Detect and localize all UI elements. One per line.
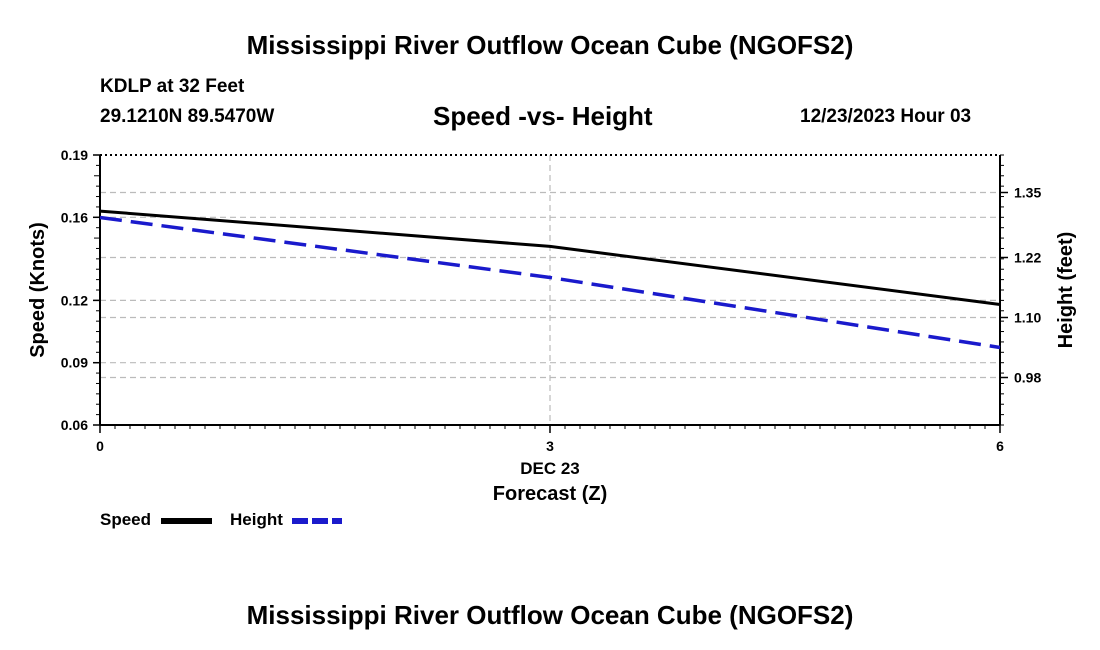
series-line-height (99, 215, 1001, 350)
right-tick-label: 1.35 (1014, 185, 1041, 201)
station-coordinates: 29.1210N 89.5470W (100, 106, 275, 127)
x-axis-label: Forecast (Z) (493, 483, 607, 505)
left-tick-label: 0.19 (61, 147, 88, 163)
right-tick-label: 1.10 (1014, 310, 1041, 326)
forecast-datetime: 12/23/2023 Hour 03 (800, 106, 972, 127)
right-tick-label: 0.98 (1014, 370, 1041, 386)
legend-height-label: Height (230, 510, 283, 529)
left-axis-label: Speed (Knots) (27, 222, 49, 358)
chart-subtitle: Speed -vs- Height (433, 101, 653, 131)
footer-title: Mississippi River Outflow Ocean Cube (NG… (246, 600, 854, 630)
series-line-speed (99, 209, 1001, 306)
x-tick-label: 0 (96, 438, 104, 454)
x-date-label: DEC 23 (520, 459, 580, 478)
right-tick-label: 1.22 (1014, 250, 1041, 266)
left-tick-label: 0.06 (61, 417, 88, 433)
station-label: KDLP at 32 Feet (100, 76, 245, 97)
x-tick-label: 3 (546, 438, 554, 454)
legend-speed-label: Speed (100, 510, 152, 529)
right-axis-label: Height (feet) (1055, 232, 1077, 349)
left-tick-label: 0.16 (61, 209, 88, 225)
main-title: Mississippi River Outflow Ocean Cube (NG… (246, 30, 854, 60)
x-tick-label: 6 (996, 438, 1004, 454)
left-tick-label: 0.12 (61, 292, 88, 308)
left-tick-label: 0.09 (61, 355, 88, 371)
